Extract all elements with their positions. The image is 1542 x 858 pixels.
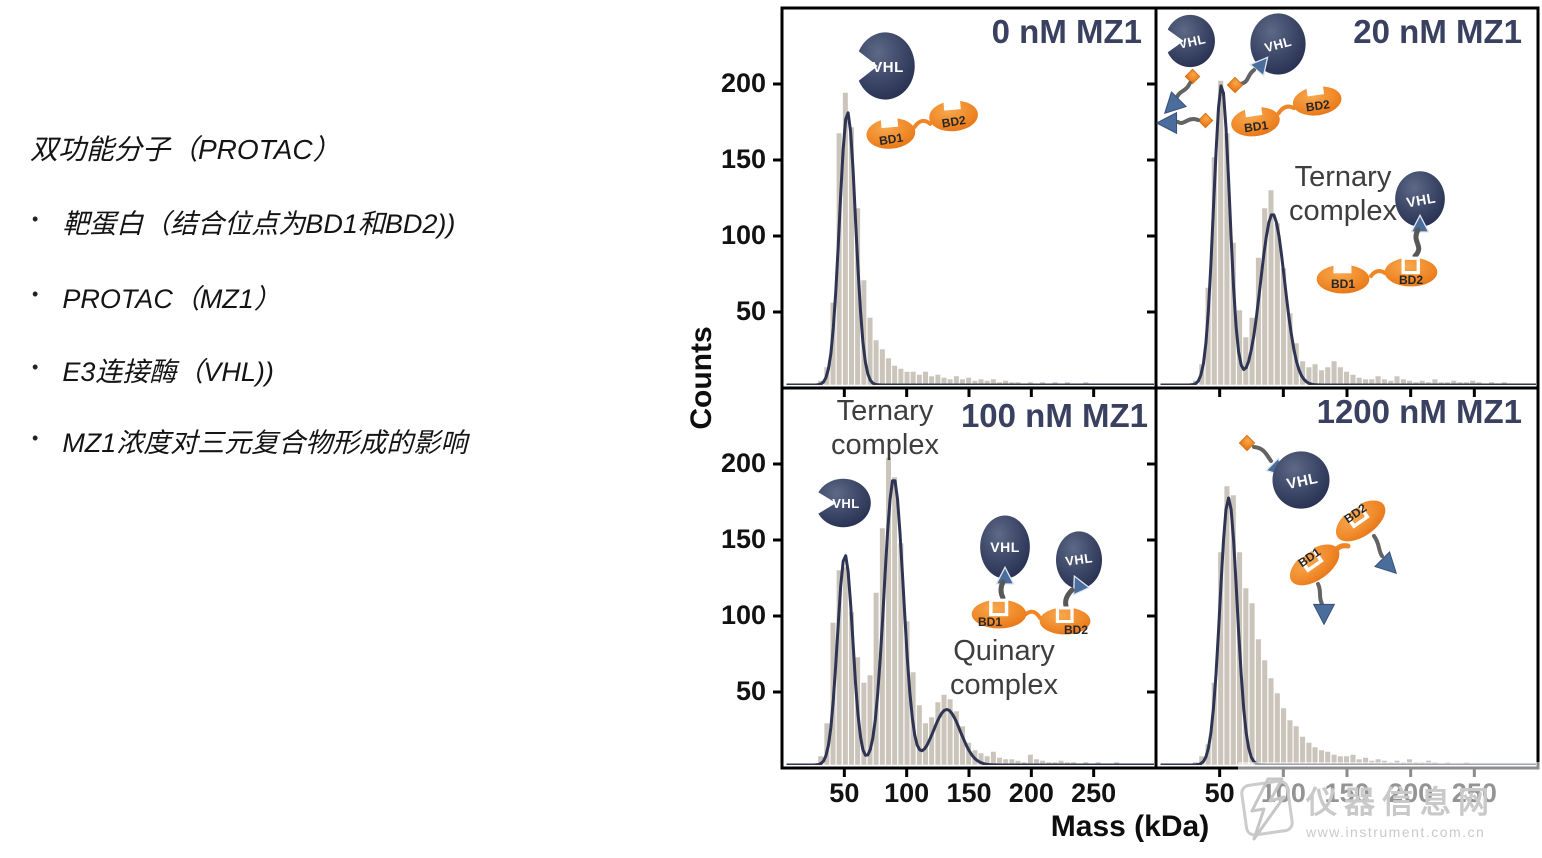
- svg-text:BD1: BD1: [978, 615, 1002, 629]
- notes-panel: 双功能分子（PROTAC） • 靶蛋白（结合位点为BD1和BD2)) • PROTA…: [0, 0, 660, 858]
- note-item: • PROTAC（MZ1）: [32, 277, 281, 316]
- x-tick-label: 50: [1204, 778, 1235, 808]
- histogram-0nm: [786, 92, 1154, 385]
- x-tick-label: 250: [1071, 778, 1117, 808]
- svg-text:BD2: BD2: [1305, 97, 1331, 114]
- note-item: • E3连接酶（VHL)): [32, 350, 274, 389]
- target-mz1-saturated-icon: BD2 BD1: [1281, 490, 1405, 625]
- note-text: 靶蛋白（结合位点为BD1和BD2)): [62, 209, 456, 239]
- mz1-molecule-icon: [1156, 112, 1214, 134]
- note-item: • MZ1浓度对三元复合物形成的影响: [32, 421, 467, 460]
- svg-text:VHL: VHL: [832, 496, 860, 511]
- svg-text:BD2: BD2: [1064, 623, 1088, 637]
- y-tick-label: 100: [720, 600, 766, 630]
- bullet-dot: •: [32, 428, 39, 448]
- x-axis-label: Mass (kDa): [1050, 810, 1210, 843]
- svg-text:BD2: BD2: [941, 113, 967, 131]
- panel-title-0nm: 0 nM MZ1: [991, 13, 1142, 50]
- svg-text:VHL: VHL: [990, 539, 1020, 555]
- watermark-logo-icon: [1240, 777, 1294, 841]
- bullet-dot: •: [32, 284, 39, 304]
- svg-text:VHL: VHL: [1263, 34, 1293, 56]
- x-tick-label: 50: [829, 778, 860, 808]
- svg-text:VHL: VHL: [872, 59, 904, 76]
- vhl-mz1-complex-icon: VHL: [1226, 13, 1306, 94]
- note-text: PROTAC（MZ1）: [62, 284, 281, 314]
- mz1-molecule-icon: [1156, 68, 1201, 122]
- note-item: • 靶蛋白（结合位点为BD1和BD2)): [32, 202, 455, 241]
- target-protein-icon: BD1 BD2: [864, 93, 980, 151]
- notes-title: 双功能分子（PROTAC）: [30, 134, 341, 165]
- quinary-complex-label: Quinary complex: [950, 635, 1058, 702]
- note-text: E3连接酶（VHL)): [62, 357, 274, 387]
- y-tick-label: 200: [720, 448, 766, 478]
- vhl-mz1-complex-icon: VHL: [1238, 434, 1330, 509]
- panel-title-20nm: 20 nM MZ1: [1353, 13, 1522, 50]
- bullet-dot: •: [32, 209, 39, 229]
- watermark-url: www.instrument.com.cn: [1306, 823, 1486, 840]
- vhl-protein-icon: VHL: [1162, 14, 1215, 68]
- y-tick-label: 150: [720, 524, 766, 554]
- target-protein-icon: BD1 BD2: [1228, 78, 1344, 140]
- svg-text:BD1: BD1: [1331, 277, 1355, 291]
- y-tick-label: 200: [720, 68, 766, 98]
- ternary-complex-label: Ternary complex: [1289, 161, 1397, 228]
- vhl-protein-icon: VHL: [812, 478, 871, 528]
- note-text: MZ1浓度对三元复合物形成的影响: [62, 428, 468, 458]
- y-tick-label: 50: [735, 676, 766, 706]
- y-tick-label: 50: [735, 296, 766, 326]
- y-tick-label: 150: [720, 144, 766, 174]
- bullet-dot: •: [32, 357, 39, 377]
- y-tick-label: 100: [720, 220, 766, 250]
- svg-text:VHL: VHL: [1405, 190, 1437, 211]
- panel-title-100nm: 100 nM MZ1: [960, 397, 1148, 434]
- quinary-complex-icon: BD1 BD2 VHL VHL: [970, 515, 1102, 637]
- ternary-complex-label: Ternary complex: [831, 395, 939, 462]
- svg-text:VHL: VHL: [1064, 550, 1093, 569]
- x-tick-label: 100: [884, 778, 930, 808]
- watermark: 仪器信息网 www.instrument.com.cn: [1238, 762, 1540, 854]
- watermark-title: 仪器信息网: [1306, 784, 1496, 820]
- vhl-protein-icon: VHL: [852, 32, 915, 100]
- ternary-complex-icon: BD1 BD2 VHL: [1316, 171, 1445, 294]
- svg-text:VHL: VHL: [1177, 31, 1207, 51]
- svg-text:VHL: VHL: [1285, 470, 1319, 493]
- panel-title-1200nm: 1200 nM MZ1: [1316, 393, 1522, 430]
- svg-text:BD1: BD1: [878, 130, 904, 148]
- x-tick-label: 200: [1008, 778, 1054, 808]
- svg-text:BD2: BD2: [1399, 273, 1423, 287]
- x-tick-label: 150: [946, 778, 992, 808]
- svg-text:BD1: BD1: [1243, 118, 1269, 135]
